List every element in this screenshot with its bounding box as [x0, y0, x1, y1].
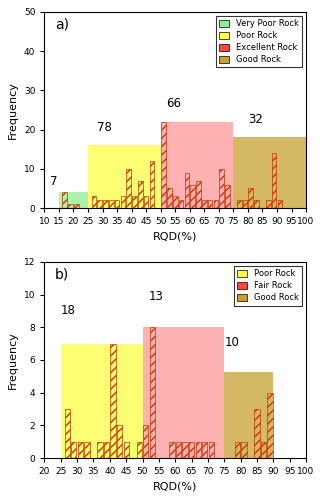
Bar [59, 192, 88, 208]
Bar [272, 153, 276, 208]
Text: b): b) [55, 268, 69, 281]
Y-axis label: Frequency: Frequency [8, 331, 18, 389]
Bar [189, 442, 194, 458]
Text: 10: 10 [224, 336, 239, 348]
Bar [143, 426, 148, 458]
Bar [62, 192, 67, 208]
Legend: Poor Rock, Fair Rock, Good Rock: Poor Rock, Fair Rock, Good Rock [234, 266, 302, 306]
Bar [150, 161, 154, 208]
X-axis label: RQD(%): RQD(%) [153, 482, 197, 492]
Bar [109, 200, 114, 208]
Bar [267, 392, 273, 458]
Bar [132, 196, 137, 208]
Bar [126, 169, 131, 208]
Bar [169, 442, 174, 458]
Text: 78: 78 [97, 120, 112, 134]
Text: 18: 18 [61, 304, 76, 318]
X-axis label: RQD(%): RQD(%) [153, 232, 197, 241]
Bar [137, 442, 142, 458]
Bar [74, 204, 79, 208]
Bar [209, 442, 214, 458]
Bar [255, 409, 260, 458]
Bar [124, 442, 129, 458]
Bar [243, 200, 247, 208]
Bar [261, 442, 266, 458]
Text: a): a) [55, 18, 69, 32]
Y-axis label: Frequency: Frequency [8, 81, 18, 139]
Bar [115, 200, 120, 208]
Bar [184, 173, 189, 208]
Bar [208, 200, 213, 208]
Bar [117, 426, 122, 458]
Text: 13: 13 [149, 290, 164, 302]
Bar [195, 442, 201, 458]
Bar [248, 188, 253, 208]
Bar [71, 442, 77, 458]
Bar [138, 180, 143, 208]
Bar [150, 327, 155, 458]
Bar [110, 344, 116, 458]
Bar [61, 344, 142, 458]
Bar [161, 122, 234, 208]
Bar [241, 442, 246, 458]
Bar [254, 200, 259, 208]
Bar [225, 184, 230, 208]
Bar [98, 442, 103, 458]
Bar [68, 204, 73, 208]
Bar [182, 442, 188, 458]
Bar [266, 200, 271, 208]
Bar [78, 442, 83, 458]
Bar [224, 372, 273, 458]
Text: 66: 66 [167, 97, 182, 110]
Bar [202, 442, 207, 458]
Text: 7: 7 [50, 176, 58, 188]
Bar [173, 196, 178, 208]
Bar [144, 196, 149, 208]
Bar [103, 200, 108, 208]
Bar [65, 409, 70, 458]
Bar [176, 442, 181, 458]
Bar [214, 200, 218, 208]
Bar [237, 200, 242, 208]
Bar [190, 184, 195, 208]
Bar [161, 122, 166, 208]
Bar [196, 180, 201, 208]
Bar [219, 169, 224, 208]
Bar [142, 327, 224, 458]
Bar [88, 146, 161, 208]
Bar [120, 196, 125, 208]
Bar [104, 442, 109, 458]
Text: 32: 32 [248, 112, 263, 126]
Bar [84, 442, 89, 458]
Legend: Very Poor Rock, Poor Rock, Excellent Rock, Good Rock: Very Poor Rock, Poor Rock, Excellent Roc… [216, 16, 302, 68]
Bar [97, 200, 102, 208]
Bar [277, 200, 282, 208]
Bar [202, 200, 207, 208]
Bar [167, 188, 172, 208]
Bar [179, 200, 183, 208]
Bar [91, 196, 96, 208]
Bar [235, 442, 240, 458]
Bar [234, 138, 306, 208]
